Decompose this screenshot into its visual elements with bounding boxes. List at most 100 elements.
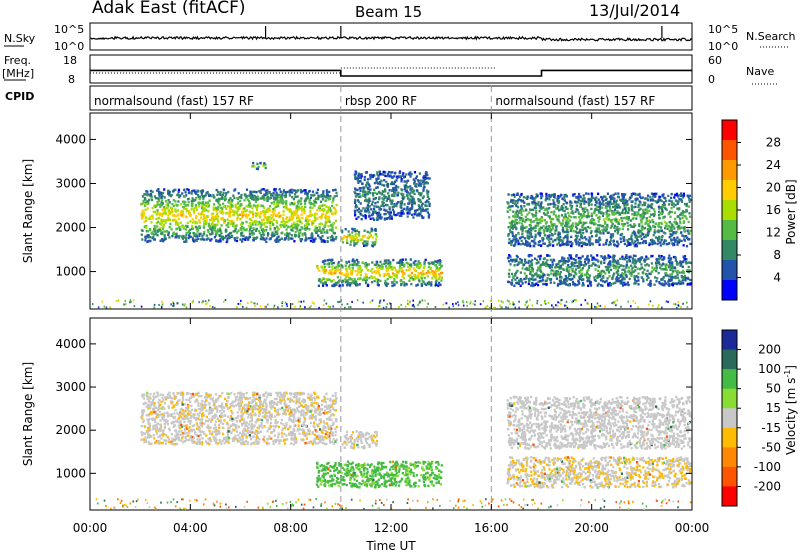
- power-echo-cell: [658, 199, 661, 202]
- power-echo-cell: [425, 272, 428, 275]
- power-echo-cell: [237, 229, 240, 232]
- power-echo-cell: [634, 240, 637, 243]
- power-echo-cell: [162, 225, 165, 228]
- power-echo-cell: [146, 207, 149, 210]
- power-echo-cell: [426, 173, 429, 177]
- power-echo-cell: [427, 265, 430, 269]
- power-echo-cell: [338, 284, 341, 288]
- power-echo-cell: [426, 193, 429, 197]
- power-echo-cell: [609, 262, 612, 265]
- power-echo-cell: [527, 259, 530, 263]
- power-echo-cell: [311, 223, 314, 226]
- power-echo-cell: [162, 239, 165, 243]
- power-echo-cell: [260, 234, 263, 237]
- power-echo-cell: [597, 227, 600, 230]
- power-echo-cell: [601, 196, 604, 199]
- power-echo-cell: [612, 282, 615, 285]
- power-echo-cell: [225, 212, 228, 215]
- power-echo-cell: [167, 199, 170, 202]
- power-echo-cell: [565, 219, 568, 222]
- power-echo-cell: [581, 278, 584, 281]
- power-echo-cell: [681, 279, 684, 282]
- power-echo-cell: [654, 192, 657, 196]
- power-echo-cell: [332, 278, 335, 282]
- power-echo-cell: [311, 236, 314, 240]
- power-echo-cell: [315, 191, 318, 194]
- power-echo-cell: [555, 277, 558, 280]
- power-echo-cell: [169, 211, 172, 214]
- power-echo-cell: [575, 227, 579, 230]
- power-echo-cell: [381, 203, 384, 207]
- power-echo-cell: [680, 192, 683, 195]
- power-echo-cell: [557, 195, 560, 198]
- power-echo-cell: [402, 273, 405, 276]
- power-echo-cell: [331, 284, 334, 287]
- power-echo-cell: [152, 210, 155, 214]
- power-echo-cell: [304, 228, 307, 231]
- power-echo-cell: [582, 210, 585, 213]
- power-echo-cell: [672, 243, 675, 247]
- power-echo-cell: [356, 258, 359, 262]
- power-echo-cell: [561, 239, 564, 242]
- power-echo-cell: [182, 225, 185, 229]
- power-echo-cell: [301, 216, 304, 219]
- power-echo-cell: [561, 219, 565, 222]
- power-echo-cell: [363, 175, 366, 179]
- power-echo-cell: [144, 216, 147, 220]
- power-echo-cell: [267, 217, 270, 221]
- power-echo-cell: [516, 276, 519, 280]
- power-echo-cell: [361, 182, 364, 186]
- power-echo-cell: [353, 228, 356, 231]
- power-echo-cell: [208, 219, 212, 222]
- power-echo-cell: [365, 262, 369, 266]
- power-echo-cell: [624, 211, 627, 215]
- freq-panel: Freq. [MHz] 18 8 60 0 Nave: [2, 54, 778, 86]
- power-echo-cell: [367, 236, 370, 240]
- power-echo-cell: [235, 211, 238, 215]
- power-echo-cell: [297, 205, 300, 208]
- power-echo-cell: [282, 210, 285, 213]
- power-echo-cell: [401, 174, 404, 177]
- power-echo-cell: [612, 193, 615, 197]
- power-echo-cell: [255, 213, 259, 216]
- power-echo-cell: [391, 284, 394, 287]
- power-echo-cell: [185, 231, 188, 235]
- power-echo-cell: [237, 192, 240, 195]
- cpid-segments: normalsound (fast) 157 RF rbsp 200 RF norm…: [94, 94, 655, 108]
- power-echo-cell: [392, 188, 395, 191]
- power-echo-cell: [559, 282, 562, 285]
- power-echo-cell: [631, 241, 634, 244]
- power-echo-cell: [607, 268, 610, 271]
- power-echo-cell: [320, 215, 323, 218]
- power-echo-cell: [587, 268, 590, 272]
- power-echo-cell: [197, 237, 200, 240]
- power-echo-cell: [590, 214, 593, 218]
- power-echo-cell: [641, 241, 644, 245]
- power-echo-cell: [280, 197, 284, 200]
- power-echo-cell: [401, 189, 404, 192]
- power-echo-cell: [202, 225, 205, 228]
- power-echo-cell: [330, 261, 333, 264]
- freq-unit-label: [MHz]: [2, 67, 34, 80]
- power-echo-cell: [205, 221, 208, 224]
- power-echo-cell: [575, 196, 578, 199]
- power-echo-cell: [301, 190, 304, 193]
- power-echo-cell: [202, 223, 206, 226]
- power-echo-cell: [355, 281, 358, 284]
- power-echo-cell: [550, 211, 553, 214]
- power-echo-cell: [350, 236, 353, 240]
- power-echo-cell: [670, 229, 673, 232]
- power-echo-cell: [359, 202, 362, 205]
- power-echo-cell: [323, 224, 326, 227]
- power-echo-cell: [381, 190, 384, 193]
- power-echo-cell: [631, 266, 634, 270]
- power-echo-cell: [374, 202, 377, 205]
- power-echo-cell: [159, 212, 162, 215]
- power-echo-cell: [182, 227, 185, 230]
- power-echo-cell: [685, 210, 688, 213]
- power-echo-cell: [649, 239, 653, 242]
- power-echo-cell: [196, 228, 199, 231]
- power-echo-cell: [623, 283, 626, 286]
- power-echo-cell: [416, 214, 419, 217]
- power-echo-cell: [376, 192, 379, 195]
